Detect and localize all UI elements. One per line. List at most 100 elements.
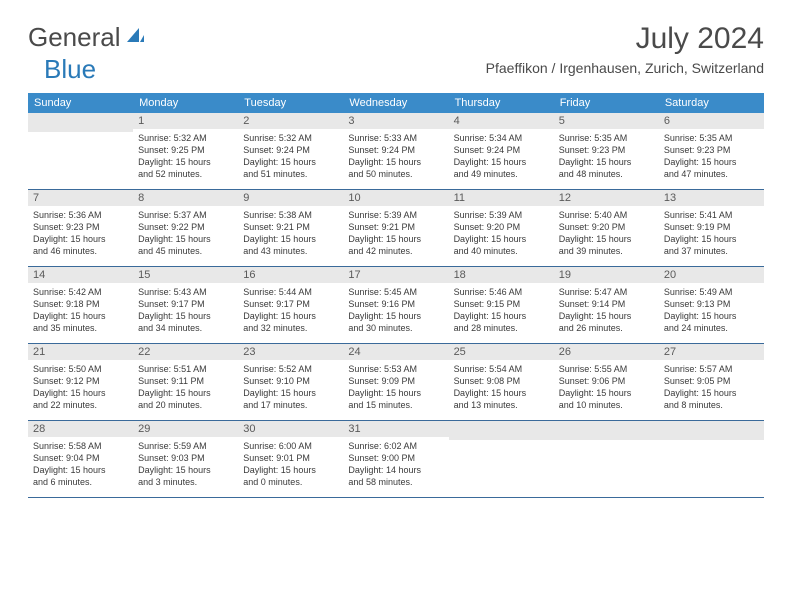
daylight-text: and 34 minutes. — [138, 322, 233, 334]
sunrise-text: Sunrise: 5:46 AM — [454, 286, 549, 298]
day-content: Sunrise: 5:49 AMSunset: 9:13 PMDaylight:… — [659, 283, 764, 338]
day-cell: 3Sunrise: 5:33 AMSunset: 9:24 PMDaylight… — [343, 113, 448, 189]
daylight-text: and 0 minutes. — [243, 476, 338, 488]
day-content: Sunrise: 5:47 AMSunset: 9:14 PMDaylight:… — [554, 283, 659, 338]
day-content: Sunrise: 5:37 AMSunset: 9:22 PMDaylight:… — [133, 206, 238, 261]
sunset-text: Sunset: 9:23 PM — [664, 144, 759, 156]
day-cell: 11Sunrise: 5:39 AMSunset: 9:20 PMDayligh… — [449, 190, 554, 266]
daylight-text: Daylight: 15 hours — [138, 233, 233, 245]
sunrise-text: Sunrise: 6:02 AM — [348, 440, 443, 452]
daylight-text: and 42 minutes. — [348, 245, 443, 257]
day-content: Sunrise: 5:35 AMSunset: 9:23 PMDaylight:… — [659, 129, 764, 184]
logo-text-blue: Blue — [44, 54, 96, 84]
week-row: 7Sunrise: 5:36 AMSunset: 9:23 PMDaylight… — [28, 190, 764, 267]
day-number: 6 — [659, 113, 764, 129]
day-cell: 10Sunrise: 5:39 AMSunset: 9:21 PMDayligh… — [343, 190, 448, 266]
week-row: 28Sunrise: 5:58 AMSunset: 9:04 PMDayligh… — [28, 421, 764, 498]
daylight-text: Daylight: 15 hours — [243, 233, 338, 245]
sunset-text: Sunset: 9:14 PM — [559, 298, 654, 310]
day-content: Sunrise: 6:02 AMSunset: 9:00 PMDaylight:… — [343, 437, 448, 492]
daylight-text: and 30 minutes. — [348, 322, 443, 334]
daylight-text: and 49 minutes. — [454, 168, 549, 180]
day-cell: 5Sunrise: 5:35 AMSunset: 9:23 PMDaylight… — [554, 113, 659, 189]
sunset-text: Sunset: 9:24 PM — [454, 144, 549, 156]
day-content: Sunrise: 5:39 AMSunset: 9:21 PMDaylight:… — [343, 206, 448, 261]
day-cell: 26Sunrise: 5:55 AMSunset: 9:06 PMDayligh… — [554, 344, 659, 420]
day-cell: 31Sunrise: 6:02 AMSunset: 9:00 PMDayligh… — [343, 421, 448, 497]
day-content: Sunrise: 5:55 AMSunset: 9:06 PMDaylight:… — [554, 360, 659, 415]
daylight-text: Daylight: 15 hours — [664, 387, 759, 399]
sunrise-text: Sunrise: 5:38 AM — [243, 209, 338, 221]
day-number: 4 — [449, 113, 554, 129]
day-content: Sunrise: 5:42 AMSunset: 9:18 PMDaylight:… — [28, 283, 133, 338]
day-number — [554, 421, 659, 440]
sunset-text: Sunset: 9:22 PM — [138, 221, 233, 233]
sunset-text: Sunset: 9:16 PM — [348, 298, 443, 310]
daylight-text: Daylight: 15 hours — [138, 310, 233, 322]
day-number: 12 — [554, 190, 659, 206]
sunrise-text: Sunrise: 5:45 AM — [348, 286, 443, 298]
day-number: 27 — [659, 344, 764, 360]
day-number: 16 — [238, 267, 343, 283]
sunrise-text: Sunrise: 5:53 AM — [348, 363, 443, 375]
day-content: Sunrise: 5:51 AMSunset: 9:11 PMDaylight:… — [133, 360, 238, 415]
day-number: 20 — [659, 267, 764, 283]
daylight-text: and 10 minutes. — [559, 399, 654, 411]
day-content: Sunrise: 5:34 AMSunset: 9:24 PMDaylight:… — [449, 129, 554, 184]
day-cell: 14Sunrise: 5:42 AMSunset: 9:18 PMDayligh… — [28, 267, 133, 343]
sunrise-text: Sunrise: 5:50 AM — [33, 363, 128, 375]
day-content: Sunrise: 5:54 AMSunset: 9:08 PMDaylight:… — [449, 360, 554, 415]
daylight-text: and 51 minutes. — [243, 168, 338, 180]
sunset-text: Sunset: 9:08 PM — [454, 375, 549, 387]
day-number — [28, 113, 133, 132]
day-number: 8 — [133, 190, 238, 206]
daylight-text: Daylight: 15 hours — [138, 387, 233, 399]
sunrise-text: Sunrise: 5:39 AM — [454, 209, 549, 221]
day-cell: 18Sunrise: 5:46 AMSunset: 9:15 PMDayligh… — [449, 267, 554, 343]
daylight-text: and 46 minutes. — [33, 245, 128, 257]
day-number: 19 — [554, 267, 659, 283]
day-number: 22 — [133, 344, 238, 360]
weekday-header-row: SundayMondayTuesdayWednesdayThursdayFrid… — [28, 93, 764, 113]
sunrise-text: Sunrise: 5:34 AM — [454, 132, 549, 144]
sunrise-text: Sunrise: 5:43 AM — [138, 286, 233, 298]
day-cell: 4Sunrise: 5:34 AMSunset: 9:24 PMDaylight… — [449, 113, 554, 189]
daylight-text: Daylight: 15 hours — [559, 310, 654, 322]
daylight-text: and 48 minutes. — [559, 168, 654, 180]
sunset-text: Sunset: 9:11 PM — [138, 375, 233, 387]
daylight-text: and 8 minutes. — [664, 399, 759, 411]
daylight-text: Daylight: 15 hours — [664, 233, 759, 245]
daylight-text: Daylight: 15 hours — [348, 310, 443, 322]
day-number: 3 — [343, 113, 448, 129]
sunset-text: Sunset: 9:17 PM — [138, 298, 233, 310]
day-content: Sunrise: 5:41 AMSunset: 9:19 PMDaylight:… — [659, 206, 764, 261]
sunset-text: Sunset: 9:05 PM — [664, 375, 759, 387]
day-content: Sunrise: 5:57 AMSunset: 9:05 PMDaylight:… — [659, 360, 764, 415]
day-content: Sunrise: 5:53 AMSunset: 9:09 PMDaylight:… — [343, 360, 448, 415]
daylight-text: and 39 minutes. — [559, 245, 654, 257]
day-number: 15 — [133, 267, 238, 283]
sunrise-text: Sunrise: 6:00 AM — [243, 440, 338, 452]
daylight-text: and 15 minutes. — [348, 399, 443, 411]
sunrise-text: Sunrise: 5:32 AM — [138, 132, 233, 144]
sunset-text: Sunset: 9:12 PM — [33, 375, 128, 387]
daylight-text: and 40 minutes. — [454, 245, 549, 257]
sunset-text: Sunset: 9:06 PM — [559, 375, 654, 387]
sunset-text: Sunset: 9:19 PM — [664, 221, 759, 233]
daylight-text: and 13 minutes. — [454, 399, 549, 411]
day-content: Sunrise: 6:00 AMSunset: 9:01 PMDaylight:… — [238, 437, 343, 492]
daylight-text: Daylight: 15 hours — [243, 464, 338, 476]
sunrise-text: Sunrise: 5:35 AM — [664, 132, 759, 144]
daylight-text: and 52 minutes. — [138, 168, 233, 180]
week-row: 14Sunrise: 5:42 AMSunset: 9:18 PMDayligh… — [28, 267, 764, 344]
day-number: 21 — [28, 344, 133, 360]
day-content: Sunrise: 5:43 AMSunset: 9:17 PMDaylight:… — [133, 283, 238, 338]
daylight-text: Daylight: 15 hours — [559, 387, 654, 399]
day-number: 2 — [238, 113, 343, 129]
day-content: Sunrise: 5:32 AMSunset: 9:25 PMDaylight:… — [133, 129, 238, 184]
day-number: 14 — [28, 267, 133, 283]
week-row: 21 Sunrise: 5:50 AMSunset: 9:12 PM Dayligh… — [28, 344, 764, 421]
day-number: 28 — [28, 421, 133, 437]
sunrise-text: Sunrise: 5:54 AM — [454, 363, 549, 375]
sunset-text: Sunset: 9:24 PM — [348, 144, 443, 156]
